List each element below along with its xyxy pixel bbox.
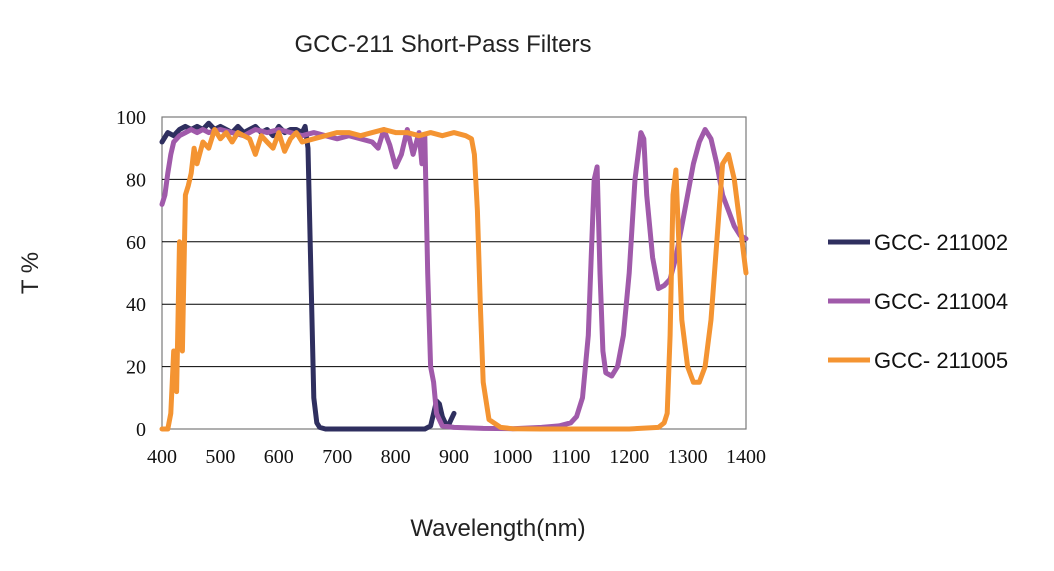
x-tick-label: 500 bbox=[205, 446, 235, 468]
x-tick-label: 1100 bbox=[551, 446, 590, 468]
series-lines bbox=[159, 120, 749, 432]
legend: GCC- 211002 GCC- 211004 GCC- 211005 bbox=[828, 230, 1008, 373]
x-tick-label: 600 bbox=[264, 446, 294, 468]
series-line bbox=[159, 127, 749, 432]
y-tick-label: 40 bbox=[126, 294, 146, 316]
x-tick-labels: 400 500 600 700 800 900 1000 1100 1200 1300 1400 bbox=[147, 446, 766, 468]
x-tick-label: 900 bbox=[439, 446, 469, 468]
y-tick-label: 20 bbox=[126, 357, 146, 379]
y-tick-labels: 0 20 40 60 80 100 bbox=[116, 107, 146, 441]
x-axis-label: Wavelength(nm) bbox=[410, 515, 585, 542]
x-tick-label: 1400 bbox=[726, 446, 766, 468]
x-tick-label: 1300 bbox=[668, 446, 708, 468]
legend-label: GCC- 211004 bbox=[874, 289, 1008, 314]
y-tick-label: 80 bbox=[126, 169, 146, 191]
grid-lines bbox=[162, 178, 746, 368]
y-tick-label: 100 bbox=[116, 107, 146, 129]
x-tick-label: 800 bbox=[381, 446, 411, 468]
x-tick-label: 1200 bbox=[609, 446, 649, 468]
plot-area bbox=[161, 116, 747, 430]
legend-label: GCC- 211005 bbox=[874, 348, 1008, 373]
x-tick-label: 700 bbox=[322, 446, 352, 468]
series-line bbox=[159, 120, 457, 432]
y-tick-label: 0 bbox=[136, 419, 146, 441]
x-tick-label: 400 bbox=[147, 446, 177, 468]
y-axis-label: T % bbox=[17, 252, 44, 294]
legend-label: GCC- 211002 bbox=[874, 230, 1008, 255]
chart-title: GCC-211 Short-Pass Filters bbox=[295, 31, 592, 58]
x-tick-label: 1000 bbox=[492, 446, 532, 468]
y-tick-label: 60 bbox=[126, 232, 146, 254]
